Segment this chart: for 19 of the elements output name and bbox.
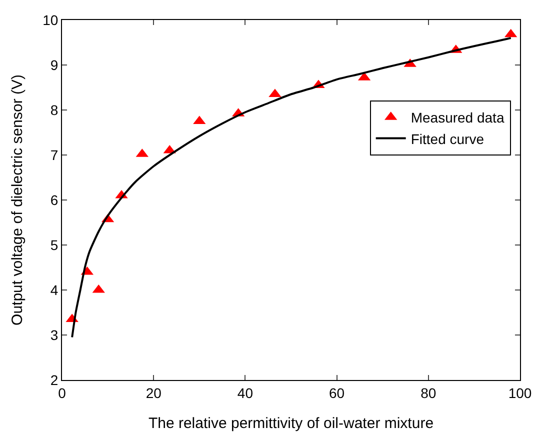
x-tick-label: 40 <box>237 384 254 401</box>
y-tick-label: 10 <box>42 12 58 28</box>
y-tick-label: 7 <box>50 146 58 163</box>
y-tick-label: 3 <box>50 326 58 343</box>
x-tick-label: 80 <box>420 384 436 401</box>
y-tick-label: 6 <box>50 192 58 208</box>
x-tick-label: 100 <box>508 384 532 401</box>
legend-label: Fitted curve <box>410 130 484 147</box>
x-tick-label: 20 <box>146 384 162 401</box>
legend-label: Measured data <box>410 110 504 126</box>
y-axis-title: Output voltage of dielectric sensor (V) <box>9 74 26 326</box>
y-tick-label: 2 <box>50 372 58 388</box>
y-tick-label: 8 <box>50 102 58 118</box>
y-tick-label: 4 <box>50 282 58 298</box>
y-tick-label: 5 <box>50 236 58 253</box>
x-tick-label: 0 <box>58 384 66 401</box>
x-tick-label: 60 <box>329 384 345 401</box>
x-axis-title: The relative permittivity of oil-water mixture <box>148 415 434 432</box>
y-tick-label: 9 <box>50 56 58 73</box>
